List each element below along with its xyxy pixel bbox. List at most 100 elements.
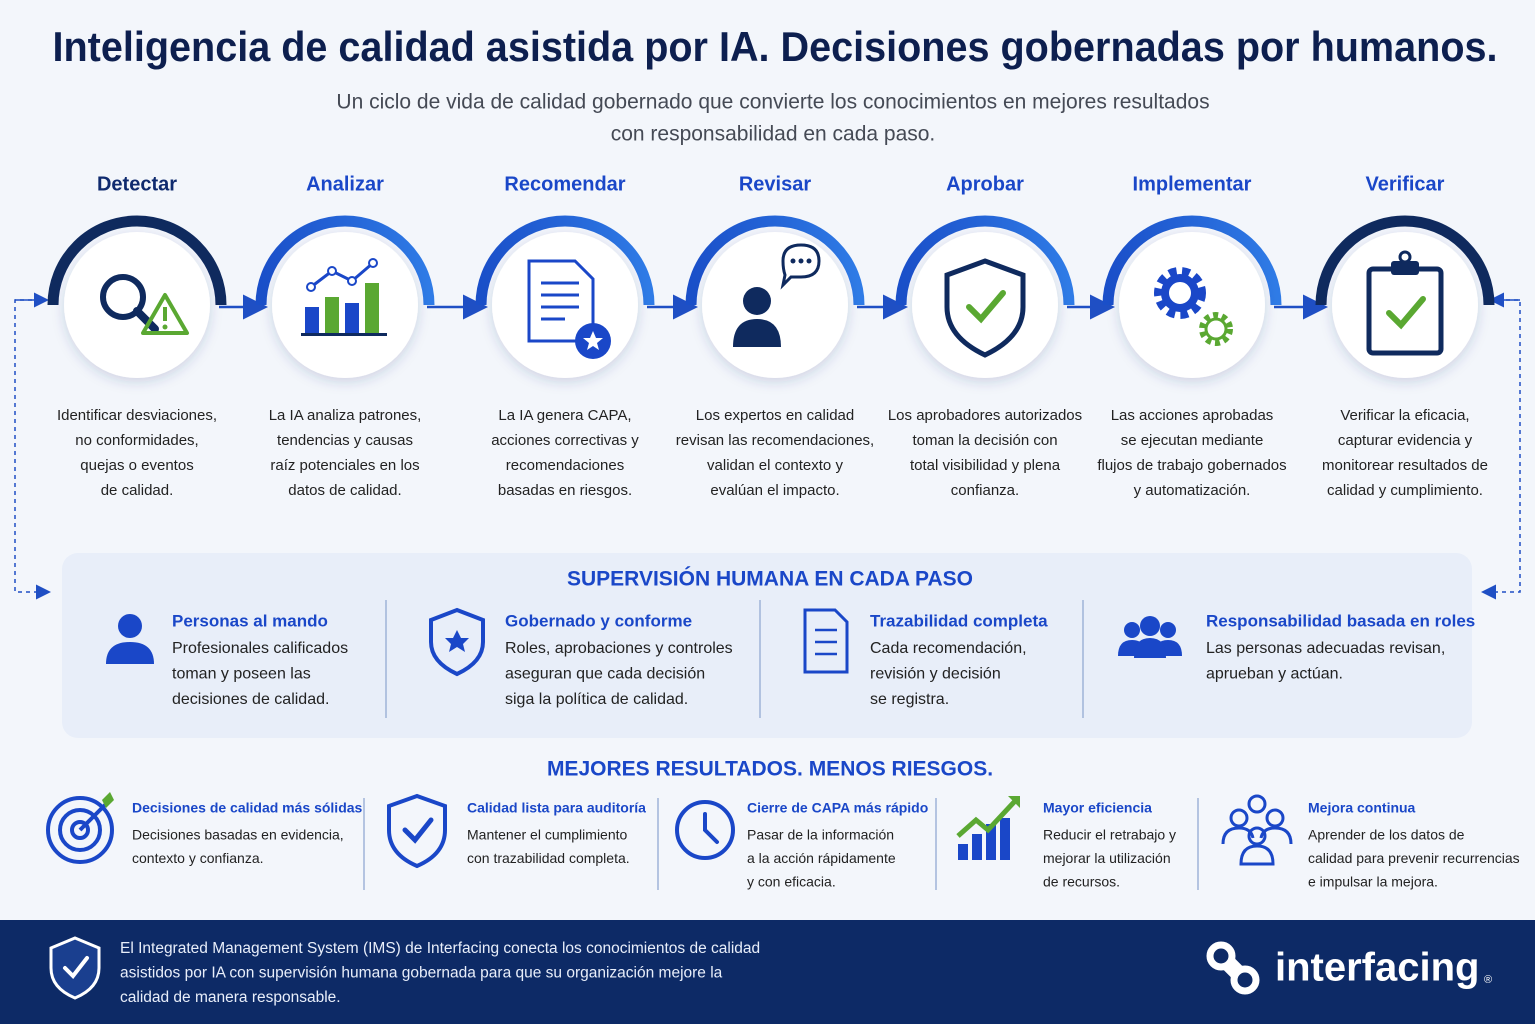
footer-text: calidad de manera responsable. [120,989,341,1006]
icon-part [325,297,339,333]
result-icon [387,793,447,869]
icon-part [1000,818,1010,860]
oversight-item-text: Cada recomendación, [870,640,1027,657]
step-arc [475,215,655,306]
icon-part [780,243,821,290]
step-icon [100,274,189,335]
step-title: Detectar [97,173,177,195]
icon-part [958,844,968,860]
step-description: toman la decisión con [912,432,1057,449]
subtitle-line: Un ciclo de vida de calidad gobernado qu… [336,91,1209,114]
step-description: tendencias y causas [277,432,413,449]
oversight-item-text: se registra. [870,691,949,708]
step-title: Analizar [306,173,384,195]
step-title: Verificar [1366,173,1445,195]
icon-part [100,274,146,320]
oversight-item-text: aseguran que cada decisión [505,666,705,683]
section-title: SUPERVISIÓN HUMANA EN CADA PASO [567,567,973,591]
icon-part [368,258,378,268]
brand-mark: ® [1484,974,1492,986]
icon-part [305,307,319,333]
step-description: La IA genera CAPA, [498,407,631,424]
result-item-text: con trazabilidad completa. [467,850,630,866]
result-item-text: calidad para prevenir recurrencias [1308,850,1520,866]
step-circle [702,232,848,378]
result-item-title: Cierre de CAPA más rápido [747,800,928,816]
step-description: recomendaciones [506,457,624,474]
result-item-text: Mantener el cumplimiento [467,827,628,843]
oversight-icon [803,608,849,674]
oversight-item-text: revisión y decisión [870,666,1001,683]
oversight-item-text: Profesionales calificados [172,640,348,657]
step-description: calidad y cumplimiento. [1327,482,1483,499]
result-item-text: Decisiones basadas en evidencia, [132,827,344,843]
icon-part [1199,312,1233,346]
icon-part [345,303,359,333]
icon-part [306,282,316,292]
icon-part [106,642,154,664]
oversight-item-title: Gobernado y conforme [505,611,692,630]
step-description: revisan las recomendaciones, [676,432,874,449]
icon-part [49,936,101,1000]
result-item-text: a la acción rápidamente [747,850,896,866]
icon-part [1124,622,1140,638]
oversight-item-title: Personas al mando [172,611,328,630]
result-item-text: Reducir el retrabajo y [1043,827,1176,843]
step-description: datos de calidad. [288,482,401,499]
oversight-item-text: toman y poseen las [172,666,311,683]
icon-part [1386,296,1426,330]
icon-part [1265,808,1285,828]
icon-part [733,319,781,347]
result-item-text: e impulsar la mejora. [1308,874,1438,890]
icon-part [310,261,374,289]
loop-left [14,299,51,600]
step-description: acciones correctivas y [491,432,639,449]
step-description: Verificar la eficacia, [1340,407,1469,424]
step-icon [527,259,611,359]
icon-part [445,630,469,652]
icon-part [301,333,387,336]
step-title: Implementar [1133,173,1252,195]
step-description: La IA analiza patrones, [269,407,422,424]
step-arc [255,215,435,306]
oversight-item-title: Trazabilidad completa [870,611,1048,630]
icon-part [118,614,142,638]
footer-text: asistidos por IA con supervisión humana … [120,965,723,982]
result-item-text: Pasar de la información [747,827,894,843]
step-description: quejas o eventos [80,457,193,474]
icon-part [429,607,485,677]
icon-part [1247,826,1267,846]
oversight-icon [106,614,154,664]
step-title: Revisar [739,173,811,195]
icon-part [1391,261,1419,275]
step-description: de calidad. [101,482,174,499]
step-arc [685,215,865,306]
icon-part [141,293,189,335]
oversight-item-text: siga la política de calidad. [505,691,688,708]
oversight-item-text: Las personas adecuadas revisan, [1206,640,1445,657]
step-description: raíz potenciales en los [270,457,419,474]
icon-part [347,276,357,286]
section-title: MEJORES RESULTADOS. MENOS RIESGOS. [547,758,993,781]
icon-part [102,792,114,808]
icon-part [1206,941,1236,971]
icon-part [1134,638,1166,658]
step-description: capturar evidencia y [1338,432,1473,449]
result-item-text: mejorar la utilización [1043,850,1171,866]
step-icon [733,243,821,347]
subtitle-line: con responsabilidad en cada paso. [611,123,936,146]
step-description: Identificar desviaciones, [57,407,217,424]
step-title: Aprobar [946,173,1024,195]
icon-part [583,331,603,350]
result-icon [1221,794,1293,866]
footer-shield [49,936,101,1000]
icon-part [1008,796,1020,808]
step-description: Los aprobadores autorizados [888,407,1082,424]
icon-part [63,956,89,980]
result-item-title: Mejora continua [1308,800,1416,816]
icon-part [387,793,447,869]
icon-part [1229,808,1249,828]
result-icon [956,796,1020,860]
